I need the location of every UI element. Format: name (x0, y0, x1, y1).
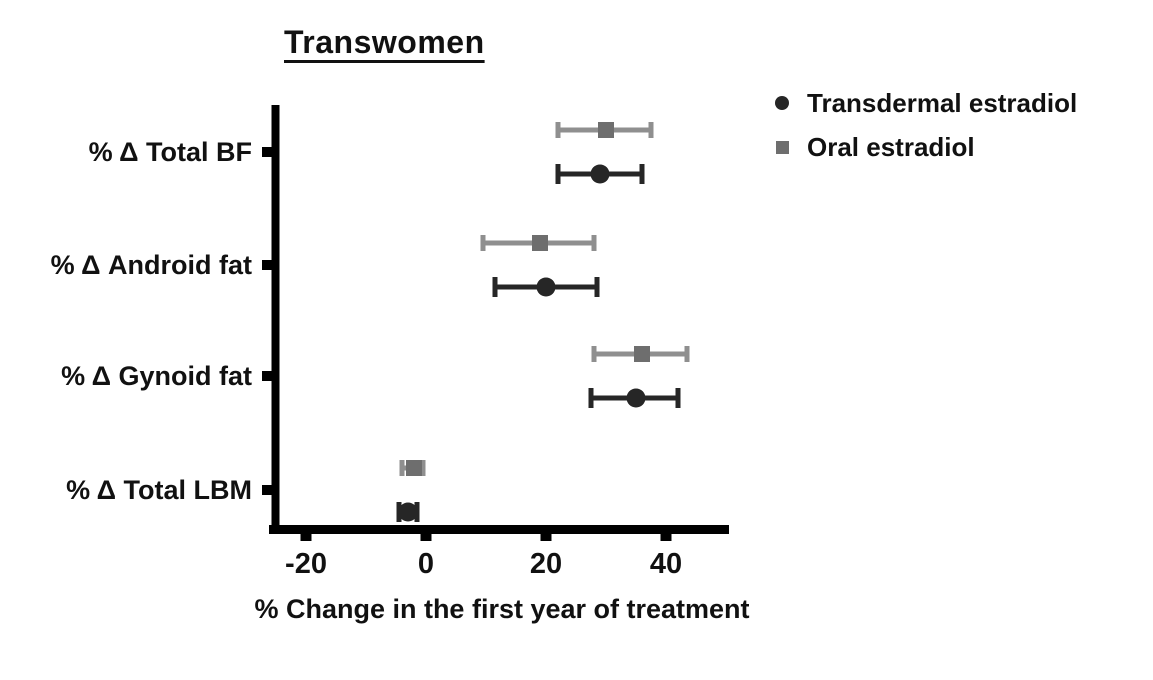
x-tick-label: 20 (530, 548, 562, 580)
legend-label: Transdermal estradiol (807, 87, 1078, 118)
x-tick-label: -20 (285, 548, 327, 580)
x-tick-label: 0 (418, 548, 434, 580)
category-label: % Δ Total LBM (66, 475, 252, 505)
data-point-circle (536, 277, 556, 297)
legend-label: Oral estradiol (807, 131, 975, 162)
chart-title: Transwomen (284, 24, 485, 60)
data-point-circle (398, 502, 418, 522)
category-label: % Δ Android fat (51, 250, 252, 280)
square-icon (776, 140, 789, 154)
data-point-square (634, 346, 650, 362)
legend-item-transdermal: Transdermal estradiol (775, 88, 1077, 118)
legend: Transdermal estradiol Oral estradiol (775, 88, 1077, 176)
legend-item-oral: Oral estradiol (775, 132, 1077, 162)
data-point-square (598, 122, 614, 138)
data-point-circle (590, 164, 610, 184)
category-label: % Δ Gynoid fat (61, 361, 252, 391)
category-label: % Δ Total BF (89, 137, 252, 167)
x-tick-label: 40 (650, 548, 682, 580)
circle-icon (775, 96, 789, 110)
x-axis-title: % Change in the first year of treatment (254, 594, 750, 624)
data-point-circle (626, 388, 646, 408)
data-point-square (406, 460, 422, 476)
data-point-square (532, 235, 548, 251)
